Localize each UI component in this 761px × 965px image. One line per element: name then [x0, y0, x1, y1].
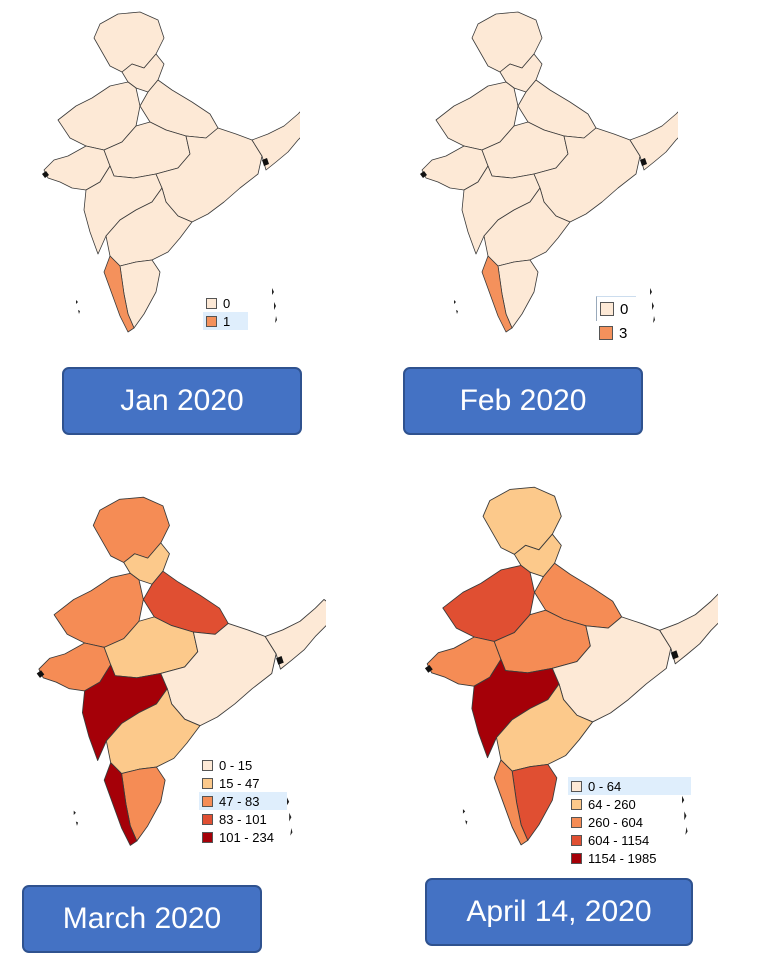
period-label-jan-2020: Jan 2020	[62, 367, 302, 435]
island-marker	[290, 828, 293, 836]
coastal-mark	[42, 171, 49, 178]
island-marker	[76, 300, 78, 304]
period-label-april-14-2020: April 14, 2020	[425, 878, 693, 946]
region-east	[551, 616, 672, 723]
legend-swatch	[571, 798, 582, 810]
island-marker	[653, 316, 655, 323]
legend-label: 47 - 83	[219, 793, 260, 809]
coastal-mark	[424, 664, 433, 673]
legend-swatch	[571, 816, 582, 828]
island-marker	[272, 288, 274, 295]
island-marker	[456, 310, 458, 314]
legend-label: 1	[223, 313, 231, 329]
legend-feb-2020: 0 3	[596, 296, 637, 345]
legend-swatch	[202, 813, 213, 825]
region-kerala	[481, 255, 513, 333]
coastal-mark	[670, 650, 679, 660]
island-marker	[289, 812, 292, 822]
legend-swatch	[206, 297, 217, 309]
island-marker	[73, 810, 76, 815]
region-northeast	[629, 111, 678, 171]
coastal-mark	[420, 171, 427, 178]
legend-item: 604 - 1154	[568, 831, 691, 849]
period-label-march-2020: March 2020	[22, 885, 262, 953]
legend-label: 0 - 64	[588, 778, 622, 794]
legend-march-2020: 0 - 15 15 - 47 47 - 83 83 - 101 101 - 23…	[199, 756, 288, 846]
region-east	[533, 127, 641, 223]
coastal-mark	[276, 656, 284, 665]
map-jan-2020	[42, 11, 300, 333]
region-kerala	[493, 759, 529, 846]
coastal-mark	[36, 670, 45, 678]
legend-item: 3	[596, 321, 636, 345]
legend-label: 83 - 101	[219, 811, 267, 827]
legend-label: 64 - 260	[588, 796, 636, 812]
legend-swatch	[571, 834, 582, 846]
legend-swatch	[571, 852, 582, 864]
legend-item: 0	[203, 294, 248, 312]
island-marker	[684, 811, 687, 821]
island-marker	[274, 302, 276, 310]
legend-label: 0 - 15	[219, 757, 253, 773]
region-south-mid	[105, 187, 193, 267]
legend-swatch	[202, 795, 213, 807]
legend-swatch	[599, 326, 613, 340]
legend-swatch	[202, 831, 213, 843]
legend-swatch	[202, 777, 213, 789]
legend-label: 15 - 47	[219, 775, 260, 791]
legend-swatch	[202, 759, 213, 771]
region-kerala	[103, 255, 135, 333]
legend-item: 1	[203, 312, 249, 330]
coastal-mark	[640, 158, 647, 166]
legend-swatch	[600, 302, 614, 316]
legend-item: 64 - 260	[568, 795, 691, 813]
region-northeast	[251, 111, 300, 171]
island-marker	[650, 288, 652, 295]
island-marker	[275, 316, 277, 323]
legend-item: 0 - 15	[199, 756, 287, 774]
legend-item: 47 - 83	[199, 792, 288, 810]
legend-label: 1154 - 1985	[588, 850, 657, 866]
region-east	[155, 127, 263, 223]
legend-swatch	[571, 780, 582, 792]
island-marker	[652, 302, 654, 310]
legend-label: 3	[619, 324, 628, 342]
legend-april-14-2020: 0 - 64 64 - 260 260 - 604 604 - 1154 115…	[568, 777, 692, 867]
legend-jan-2020: 0 1	[203, 294, 249, 330]
map-feb-2020	[420, 11, 678, 333]
island-marker	[682, 795, 685, 804]
island-marker	[454, 300, 456, 304]
map-march-2020	[36, 496, 326, 846]
legend-label: 101 - 234	[219, 829, 274, 845]
period-label-feb-2020: Feb 2020	[403, 367, 643, 435]
legend-label: 0	[223, 295, 231, 311]
legend-item: 0	[596, 296, 637, 321]
region-kerala	[103, 762, 138, 846]
map-april-14-2020	[424, 486, 718, 846]
legend-label: 0	[620, 300, 629, 318]
region-south-mid	[496, 683, 594, 772]
region-south-mid	[483, 187, 571, 267]
region-east	[160, 622, 277, 727]
legend-item: 83 - 101	[199, 810, 287, 828]
island-marker	[75, 821, 79, 826]
region-northeast	[659, 593, 718, 665]
island-marker	[287, 797, 290, 806]
island-marker	[685, 827, 688, 835]
legend-swatch	[206, 315, 217, 327]
legend-item: 101 - 234	[199, 828, 287, 846]
legend-label: 604 - 1154	[588, 832, 650, 848]
island-marker	[465, 820, 468, 825]
legend-label: 260 - 604	[588, 814, 643, 830]
region-south-mid	[105, 688, 201, 775]
legend-item: 15 - 47	[199, 774, 287, 792]
region-northeast	[264, 599, 326, 670]
island-marker	[462, 809, 466, 814]
island-marker	[78, 310, 80, 314]
legend-item: 0 - 64	[568, 777, 692, 795]
coastal-mark	[262, 158, 269, 166]
legend-item: 260 - 604	[568, 813, 691, 831]
legend-item: 1154 - 1985	[568, 849, 691, 867]
